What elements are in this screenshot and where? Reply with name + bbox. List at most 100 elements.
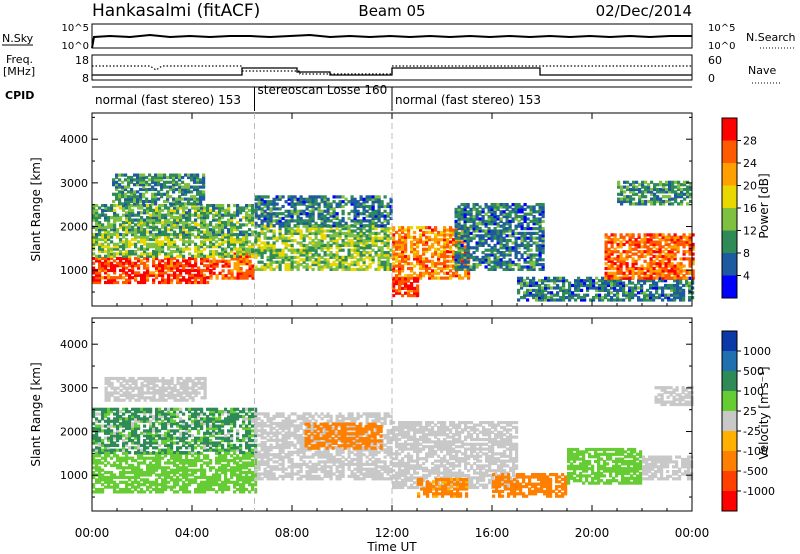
data-cell: [317, 253, 321, 257]
data-cell: [196, 187, 200, 192]
data-cell: [125, 206, 129, 210]
data-cell: [293, 260, 297, 264]
data-cell: [215, 230, 219, 234]
data-cell: [209, 240, 213, 244]
data-cell: [176, 466, 180, 470]
data-cell: [589, 283, 593, 288]
data-cell: [260, 227, 264, 231]
data-cell: [227, 264, 231, 268]
data-cell: [676, 279, 680, 283]
data-cell: [200, 235, 204, 239]
data-cell: [200, 487, 204, 492]
data-cell: [628, 293, 632, 297]
data-cell: [658, 279, 662, 283]
data-cell: [655, 274, 659, 278]
data-cell: [140, 252, 144, 256]
data-cell: [457, 219, 461, 223]
data-cell: [595, 296, 599, 300]
data-cell: [640, 298, 644, 302]
data-cell: [598, 286, 602, 290]
data-cell: [149, 230, 153, 234]
data-cell: [200, 259, 204, 263]
data-cell: [152, 237, 156, 242]
data-cell: [308, 221, 312, 225]
data-cell: [613, 281, 617, 285]
data-cell: [152, 483, 156, 487]
data-cell: [257, 224, 261, 228]
data-cell: [653, 183, 657, 187]
data-cell: [661, 245, 665, 249]
data-cell: [317, 209, 321, 213]
data-cell: [121, 195, 125, 199]
data-cell: [263, 212, 267, 216]
data-cell: [374, 251, 378, 255]
data-cell: [236, 274, 240, 278]
data-cell: [281, 255, 285, 259]
data-cell: [212, 208, 216, 212]
data-cell: [538, 210, 542, 214]
data-cell: [368, 221, 372, 225]
data-cell: [104, 268, 108, 273]
data-cell: [107, 280, 111, 285]
data-cell: [263, 214, 267, 218]
data-cell: [236, 271, 240, 275]
data-cell: [157, 173, 161, 177]
data-cell: [484, 219, 488, 223]
data-cell: [173, 264, 177, 268]
data-cell: [218, 204, 222, 208]
data-cell: [676, 286, 680, 290]
data-cell: [469, 224, 473, 228]
data-cell: [461, 259, 465, 263]
data-cell: [365, 251, 369, 255]
data-cell: [535, 219, 539, 223]
data-cell: [203, 276, 207, 280]
data-cell: [110, 235, 114, 239]
data-cell: [434, 276, 438, 280]
data-cell: [335, 251, 339, 255]
data-cell: [679, 296, 683, 300]
data-cell: [224, 223, 228, 227]
data-cell: [119, 259, 123, 263]
data-cell: [490, 203, 494, 207]
data-cell: [493, 260, 497, 264]
data-cell: [550, 293, 554, 297]
data-cell: [115, 183, 119, 187]
data-cell: [679, 235, 683, 239]
data-cell: [404, 247, 408, 251]
data-cell: [104, 216, 108, 220]
data-cell: [556, 291, 560, 295]
data-cell: [167, 266, 171, 270]
data-cell: [140, 254, 144, 258]
data-cell: [172, 180, 176, 184]
data-cell: [419, 238, 423, 242]
data-cell: [155, 247, 159, 251]
data-cell: [658, 242, 662, 247]
data-cell: [143, 211, 147, 215]
data-cell: [670, 245, 674, 249]
data-cell: [356, 258, 360, 262]
data-cell: [128, 228, 132, 232]
data-cell: [496, 224, 500, 228]
data-cell: [398, 226, 402, 230]
data-cell: [239, 262, 243, 266]
data-cell: [200, 218, 204, 222]
data-cell: [110, 228, 114, 232]
data-cell: [122, 280, 126, 285]
data-cell: [113, 242, 117, 246]
data-cell: [194, 461, 198, 465]
data-cell: [413, 279, 417, 283]
data-cell: [215, 249, 219, 254]
data-cell: [341, 267, 345, 271]
data-cell: [161, 278, 165, 282]
data-cell: [157, 175, 161, 180]
data-cell: [190, 185, 194, 189]
data-cell: [541, 279, 545, 283]
data-cell: [173, 225, 177, 229]
data-cell: [523, 215, 527, 219]
data-cell: [98, 242, 102, 246]
data-cell: [239, 232, 243, 237]
data-cell: [644, 195, 648, 199]
data-cell: [206, 268, 210, 273]
data-cell: [293, 239, 297, 243]
data-cell: [481, 260, 485, 264]
